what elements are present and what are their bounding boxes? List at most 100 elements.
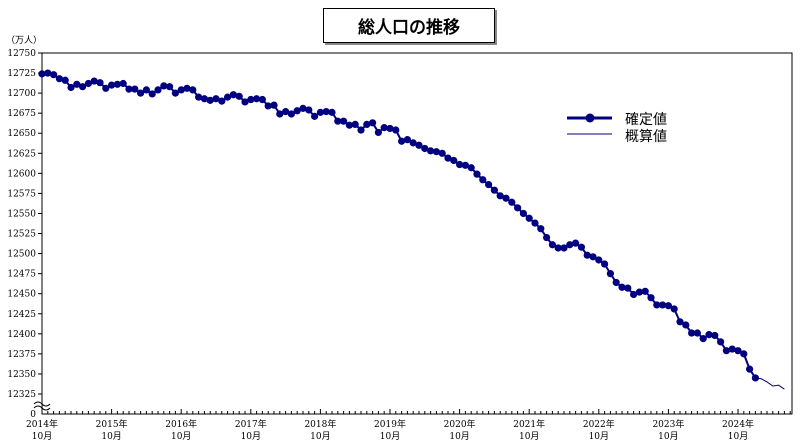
data-point-confirmed — [166, 83, 174, 91]
data-point-confirmed — [171, 89, 179, 97]
data-point-confirmed — [299, 104, 307, 112]
y-tick-label: 12350 — [7, 370, 36, 380]
data-point-confirmed — [705, 331, 713, 339]
data-point-confirmed — [508, 198, 516, 206]
data-point-confirmed — [659, 301, 667, 309]
data-point-confirmed — [670, 305, 678, 313]
y-tick-label: 12450 — [7, 290, 36, 300]
data-point-confirmed — [148, 90, 156, 98]
y-tick-label: 12550 — [7, 209, 36, 219]
data-point-confirmed — [595, 256, 603, 264]
x-tick-label-month: 10月 — [589, 431, 609, 442]
data-point-confirmed — [44, 69, 52, 77]
data-point-confirmed — [96, 79, 104, 87]
legend-confirmed: 確定値 — [625, 112, 667, 128]
data-point-confirmed — [734, 347, 742, 355]
data-point-confirmed — [746, 365, 754, 373]
data-point-confirmed — [50, 71, 58, 79]
data-point-confirmed — [630, 290, 638, 299]
data-point-confirmed — [67, 83, 75, 92]
data-point-confirmed — [647, 294, 655, 302]
data-point-confirmed — [177, 86, 185, 94]
x-tick-label-month: 10月 — [658, 431, 678, 442]
data-point-confirmed — [90, 77, 98, 85]
data-point-confirmed — [212, 95, 220, 103]
x-tick-label-month: 10月 — [32, 431, 52, 442]
data-point-confirmed — [305, 106, 313, 114]
data-point-confirmed — [113, 80, 121, 88]
data-point-confirmed — [293, 107, 301, 115]
data-point-confirmed — [316, 108, 324, 116]
data-point-confirmed — [224, 93, 232, 101]
data-point-confirmed — [531, 219, 539, 227]
data-point-confirmed — [740, 350, 748, 358]
data-point-confirmed — [38, 70, 46, 78]
data-point-confirmed — [624, 284, 632, 292]
data-point-confirmed — [543, 233, 551, 242]
data-point-confirmed — [84, 79, 92, 88]
data-point-confirmed — [270, 101, 278, 109]
data-point-confirmed — [456, 160, 464, 169]
data-point-confirmed — [728, 345, 736, 353]
data-point-confirmed — [369, 119, 377, 127]
data-point-confirmed — [473, 170, 481, 178]
data-point-confirmed — [717, 338, 725, 346]
data-point-confirmed — [398, 137, 406, 145]
legend-estimate: 概算値 — [625, 129, 667, 145]
x-tick-label-month: 10月 — [449, 431, 469, 442]
data-point-confirmed — [79, 83, 87, 91]
data-point-confirmed — [601, 260, 609, 268]
data-point-confirmed — [200, 95, 208, 103]
data-point-confirmed — [664, 302, 673, 310]
data-point-confirmed — [102, 84, 110, 92]
data-point-confirmed — [525, 214, 533, 222]
x-tick-label-year: 2020年 — [444, 418, 476, 430]
plot-frame — [41, 52, 793, 415]
x-tick-label-month: 10月 — [380, 431, 400, 442]
data-point-confirmed — [496, 192, 504, 200]
data-point-confirmed — [653, 301, 661, 309]
data-point-confirmed — [421, 144, 429, 153]
y-tick-label: 12600 — [7, 169, 36, 179]
x-tick-label-year: 2015年 — [96, 418, 128, 430]
data-point-confirmed — [345, 121, 353, 129]
data-point-confirmed — [409, 139, 417, 147]
data-point-confirmed — [195, 93, 203, 101]
data-point-confirmed — [635, 288, 644, 296]
data-point-confirmed — [682, 321, 690, 329]
data-point-confirmed — [374, 128, 382, 137]
data-point-confirmed — [438, 149, 446, 157]
data-point-confirmed — [688, 329, 696, 337]
data-point-confirmed — [131, 85, 139, 93]
data-point-confirmed — [432, 148, 440, 156]
y-tick-label: 12400 — [7, 330, 36, 340]
y-tick-label: 12375 — [7, 350, 36, 360]
y-tick-label: 12475 — [7, 270, 36, 280]
data-point-confirmed — [641, 287, 649, 295]
data-point-confirmed — [554, 244, 562, 252]
data-point-confirmed — [253, 95, 261, 103]
data-point-confirmed — [560, 244, 568, 252]
data-point-confirmed — [577, 243, 586, 251]
data-point-confirmed — [73, 80, 81, 88]
data-point-confirmed — [612, 278, 620, 287]
data-point-confirmed — [583, 251, 591, 259]
y-tick-label: 12425 — [7, 310, 36, 320]
data-point-confirmed — [502, 194, 510, 202]
x-tick-label-year: 2024年 — [722, 418, 754, 430]
x-tick-label-month: 10月 — [101, 431, 121, 442]
data-point-confirmed — [218, 97, 226, 105]
data-point-confirmed — [693, 329, 702, 337]
data-point-confirmed — [467, 164, 475, 172]
data-point-confirmed — [519, 209, 528, 218]
data-point-confirmed — [606, 270, 615, 278]
data-point-confirmed — [548, 241, 557, 249]
data-point-confirmed — [264, 102, 272, 110]
chart-title: 総人口の推移 — [323, 8, 495, 43]
data-point-confirmed — [160, 82, 168, 90]
data-point-confirmed — [699, 335, 707, 343]
data-point-confirmed — [241, 98, 249, 106]
y-tick-label: 12700 — [7, 89, 36, 99]
data-point-confirmed — [247, 95, 255, 104]
